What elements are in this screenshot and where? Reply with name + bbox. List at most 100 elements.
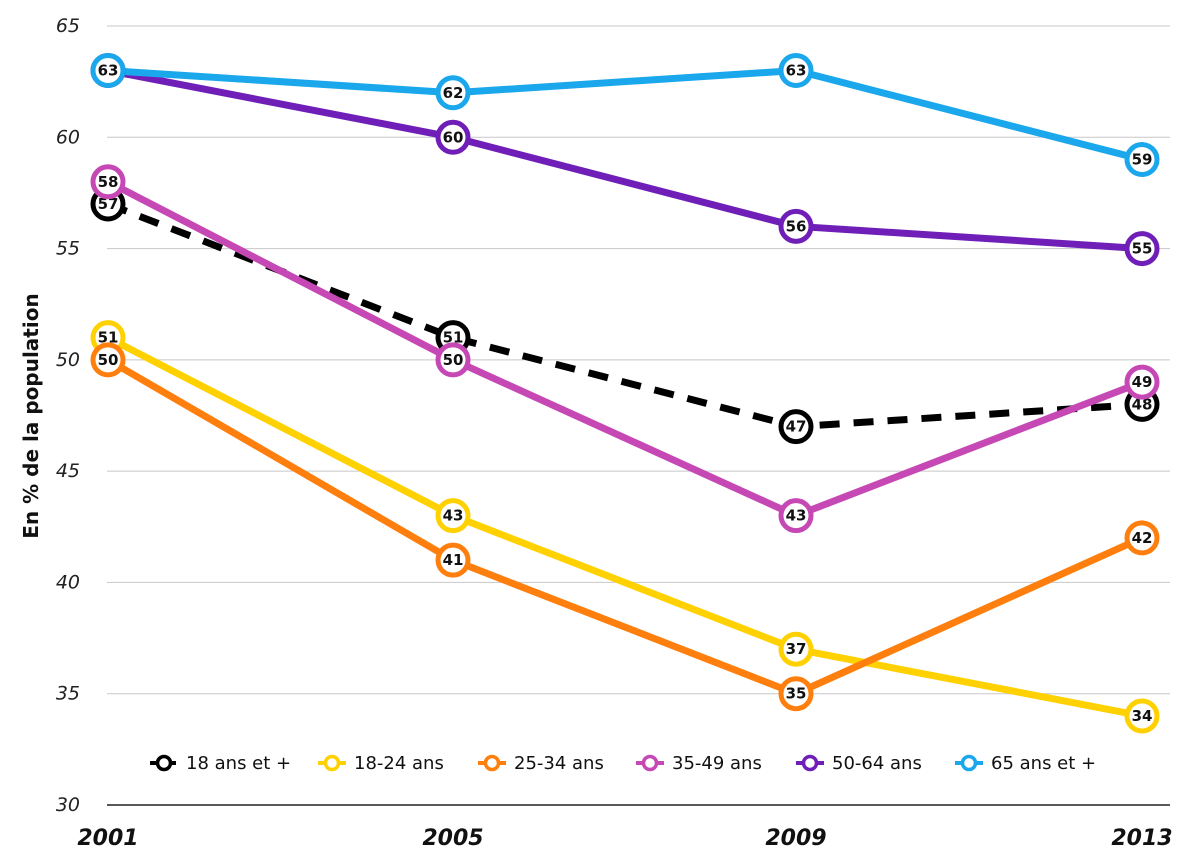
data-label: 55: [1132, 240, 1153, 258]
data-point-marker: [778, 409, 814, 445]
data-point: 56: [778, 208, 814, 244]
data-label: 62: [443, 84, 464, 102]
data-point-marker: [1124, 364, 1160, 400]
data-point: 49: [1124, 364, 1160, 400]
data-label: 49: [1132, 373, 1153, 391]
data-label: 51: [443, 329, 464, 347]
data-point: 60: [435, 119, 471, 155]
series-line: [106, 178, 1144, 520]
data-label: 60: [443, 128, 464, 146]
data-point-marker: [1124, 142, 1160, 178]
legend-swatch-marker: [483, 754, 501, 772]
legend-swatch-marker: [641, 754, 659, 772]
data-label: 56: [786, 217, 807, 235]
data-point: 47: [778, 409, 814, 445]
data-point: 50: [90, 342, 126, 378]
x-axis-ticks: 2001 2005 2009 2013: [77, 826, 1172, 851]
data-point: 62: [435, 75, 471, 111]
data-label: 47: [786, 418, 807, 436]
data-point: 58: [90, 164, 126, 200]
data-label: 34: [1132, 707, 1153, 725]
data-point: 63: [90, 53, 126, 89]
data-label: 50: [443, 351, 464, 369]
data-point-marker: [90, 164, 126, 200]
legend-item: 25-34 ans: [478, 753, 604, 774]
data-point-marker: [778, 208, 814, 244]
x-tick-label: 2005: [422, 826, 483, 851]
data-label: 35: [786, 685, 807, 703]
data-label: 42: [1132, 529, 1153, 547]
data-label: 63: [98, 62, 119, 80]
legend-label: 18 ans et +: [186, 753, 291, 774]
y-tick-label: 65: [56, 15, 80, 37]
y-tick-label: 40: [56, 571, 80, 593]
data-point-marker: [778, 53, 814, 89]
data-point-marker: [778, 631, 814, 667]
data-point-marker: [90, 53, 126, 89]
legend-swatch-marker: [960, 754, 978, 772]
data-point-marker: [435, 75, 471, 111]
legend-item: 18-24 ans: [318, 753, 444, 774]
y-axis-label: En % de la population: [19, 293, 43, 538]
data-point-marker: [435, 542, 471, 578]
data-point-marker: [90, 342, 126, 378]
data-label: 50: [98, 351, 119, 369]
series-lines: [106, 67, 1144, 720]
data-point: 50: [435, 342, 471, 378]
legend: 18 ans et + 18-24 ans 25-34 ans 35-49 ans 50…: [150, 753, 1096, 774]
y-tick-label: 50: [56, 349, 80, 371]
legend-item: 18 ans et +: [150, 753, 291, 774]
data-label: 51: [98, 329, 119, 347]
x-tick-label: 2009: [765, 826, 826, 851]
data-point-marker: [1124, 231, 1160, 267]
data-point: 37: [778, 631, 814, 667]
legend-swatch-marker: [155, 754, 173, 772]
legend-label: 18-24 ans: [354, 753, 444, 774]
data-point: 41: [435, 542, 471, 578]
y-axis-ticks: 30 35 40 45 50 55 60 65: [56, 15, 80, 816]
data-label: 43: [786, 507, 807, 525]
data-label: 63: [786, 62, 807, 80]
legend-item: 35-49 ans: [636, 753, 762, 774]
x-tick-label: 2001: [77, 826, 138, 851]
series-line: [106, 334, 1143, 720]
data-point: 42: [1124, 520, 1160, 556]
data-label: 48: [1132, 395, 1153, 413]
legend-item: 65 ans et +: [955, 753, 1096, 774]
data-point: 34: [1124, 698, 1160, 734]
data-label: 58: [98, 173, 119, 191]
data-label: 41: [443, 551, 464, 569]
series-line: [107, 67, 1143, 163]
legend-label: 25-34 ans: [514, 753, 604, 774]
x-tick-label: 2013: [1111, 826, 1172, 851]
legend-item: 50-64 ans: [796, 753, 922, 774]
data-point-marker: [435, 498, 471, 534]
data-label: 57: [98, 195, 119, 213]
y-tick-label: 30: [56, 794, 80, 816]
data-point: 43: [778, 498, 814, 534]
legend-swatch-marker: [323, 754, 341, 772]
y-tick-label: 60: [56, 126, 80, 148]
y-tick-label: 35: [56, 683, 80, 705]
data-point: 59: [1124, 142, 1160, 178]
series-line: [107, 67, 1143, 253]
data-point: 43: [435, 498, 471, 534]
data-point: 55: [1124, 231, 1160, 267]
data-label: 43: [443, 507, 464, 525]
legend-label: 65 ans et +: [991, 753, 1096, 774]
data-point-marker: [778, 676, 814, 712]
legend-swatch-marker: [801, 754, 819, 772]
legend-label: 50-64 ans: [832, 753, 922, 774]
data-point-marker: [435, 119, 471, 155]
data-point-marker: [1124, 698, 1160, 734]
legend-label: 35-49 ans: [672, 753, 762, 774]
data-label: 59: [1132, 151, 1153, 169]
data-label: 37: [786, 640, 807, 658]
data-point-marker: [1124, 520, 1160, 556]
series-points: 57 51 47 48 51 43 37 34 50 41 35 42 58 50 43 49 63 60 56 55…: [90, 53, 1160, 734]
gridlines: [107, 25, 1170, 806]
y-tick-label: 45: [56, 460, 80, 482]
y-tick-label: 55: [56, 238, 80, 260]
